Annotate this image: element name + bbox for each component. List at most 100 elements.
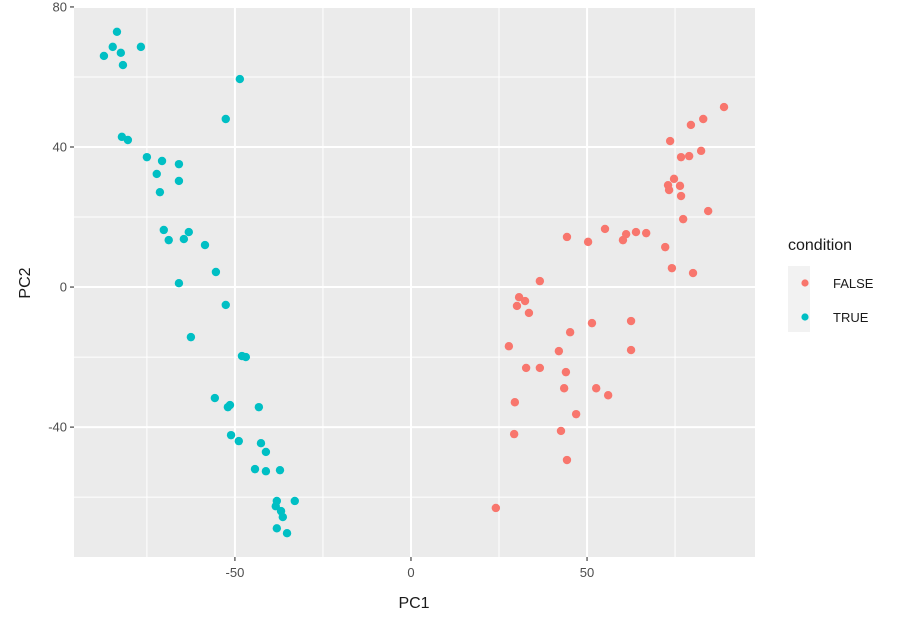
data-point bbox=[591, 384, 601, 393]
minor-gridlines bbox=[74, 8, 755, 557]
y-axis-title: PC2 bbox=[17, 267, 34, 298]
data-point bbox=[699, 114, 708, 124]
data-point bbox=[535, 276, 545, 286]
data-point bbox=[631, 227, 641, 237]
data-point bbox=[688, 268, 698, 278]
legend-label-false: FALSE bbox=[833, 276, 874, 291]
data-point bbox=[676, 191, 686, 201]
data-point bbox=[275, 465, 285, 475]
data-point bbox=[556, 426, 566, 436]
data-point bbox=[174, 159, 184, 169]
data-point bbox=[99, 51, 109, 61]
data-point bbox=[174, 279, 184, 288]
data-point bbox=[174, 176, 184, 186]
data-point bbox=[565, 328, 575, 337]
data-point bbox=[571, 409, 581, 419]
x-tick-label: -50 bbox=[226, 565, 245, 580]
data-point bbox=[234, 436, 243, 446]
legend-label-true: TRUE bbox=[833, 310, 869, 325]
data-point bbox=[554, 346, 564, 356]
data-point bbox=[665, 136, 675, 146]
data-point bbox=[676, 152, 686, 162]
data-point bbox=[535, 363, 545, 373]
data-point bbox=[521, 363, 531, 373]
data-point bbox=[290, 496, 299, 506]
data-point bbox=[514, 293, 524, 302]
data-point bbox=[210, 393, 220, 403]
y-axis: -40 0 40 80 bbox=[48, 0, 74, 435]
series-true-points bbox=[99, 27, 299, 538]
data-point bbox=[159, 225, 168, 235]
data-point bbox=[282, 528, 292, 538]
data-point bbox=[667, 263, 677, 273]
x-tick-label: 50 bbox=[580, 565, 594, 580]
data-point bbox=[684, 151, 694, 161]
data-point bbox=[221, 114, 230, 124]
data-point bbox=[587, 318, 597, 328]
data-point bbox=[271, 502, 280, 511]
data-point bbox=[562, 232, 572, 242]
data-point bbox=[256, 439, 266, 448]
data-point bbox=[164, 235, 173, 245]
data-point bbox=[184, 227, 193, 237]
data-point bbox=[562, 455, 572, 465]
major-gridlines bbox=[74, 5, 755, 557]
data-point bbox=[155, 187, 165, 197]
data-point bbox=[118, 60, 128, 70]
data-point bbox=[641, 228, 651, 238]
legend-title: condition bbox=[788, 237, 852, 254]
legend-key-background bbox=[788, 266, 810, 332]
data-point bbox=[626, 345, 636, 355]
data-point bbox=[583, 237, 593, 247]
data-point bbox=[225, 400, 235, 410]
data-point bbox=[157, 156, 167, 166]
x-axis: -50 0 50 bbox=[226, 557, 594, 580]
data-point bbox=[664, 185, 674, 195]
data-point bbox=[600, 224, 610, 234]
data-point bbox=[186, 332, 196, 342]
data-point bbox=[509, 429, 519, 439]
y-tick-label: -40 bbox=[48, 420, 67, 435]
data-point bbox=[200, 240, 210, 250]
data-point bbox=[603, 391, 613, 400]
data-point bbox=[272, 524, 282, 533]
data-point bbox=[152, 169, 161, 179]
data-point bbox=[669, 174, 679, 184]
data-point bbox=[524, 308, 534, 318]
data-point bbox=[235, 74, 245, 84]
data-point bbox=[561, 367, 571, 377]
data-point bbox=[250, 464, 260, 474]
legend-false-dot-icon bbox=[801, 279, 809, 287]
legend-true-dot-icon bbox=[801, 313, 809, 321]
data-point bbox=[278, 512, 288, 522]
data-point bbox=[686, 120, 696, 130]
data-point bbox=[621, 229, 631, 239]
data-point bbox=[241, 352, 251, 362]
data-point bbox=[226, 430, 236, 440]
data-point bbox=[512, 301, 522, 311]
data-point bbox=[504, 342, 514, 351]
data-point bbox=[254, 402, 264, 412]
data-point bbox=[678, 214, 688, 224]
data-point bbox=[696, 146, 706, 156]
data-point bbox=[136, 42, 146, 52]
data-point bbox=[179, 234, 189, 244]
data-point bbox=[675, 181, 685, 191]
data-point bbox=[261, 467, 271, 476]
data-point bbox=[221, 300, 230, 310]
data-point bbox=[510, 398, 520, 407]
legend: condition FALSE TRUE bbox=[788, 237, 874, 332]
data-point bbox=[116, 48, 126, 58]
data-point bbox=[123, 135, 133, 145]
series-false-points bbox=[491, 102, 729, 513]
data-point bbox=[520, 296, 530, 306]
x-tick-label: 0 bbox=[407, 565, 414, 580]
data-point bbox=[261, 447, 271, 457]
x-axis-title: PC1 bbox=[398, 595, 429, 612]
y-tick-label: 0 bbox=[60, 280, 67, 295]
data-point bbox=[142, 152, 152, 162]
y-tick-label: 80 bbox=[53, 0, 67, 14]
data-point bbox=[112, 27, 122, 37]
data-point bbox=[211, 267, 221, 277]
